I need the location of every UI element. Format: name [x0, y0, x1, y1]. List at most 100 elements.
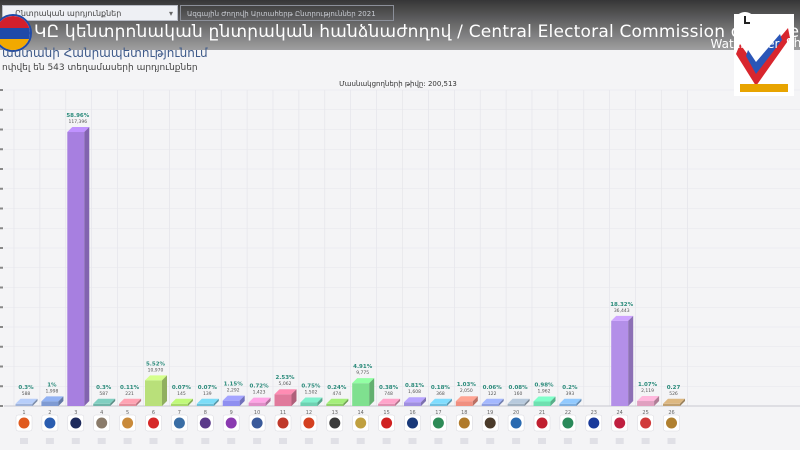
x-tick-label-10: 10: [254, 410, 260, 416]
party-logo-emblem-16: [407, 417, 418, 429]
dropdown-label: Ընտրական արդյունքներ: [15, 9, 122, 18]
party-logo-emblem-3: [70, 417, 82, 429]
party-logo-caption-17: [434, 438, 443, 444]
bar-pct-label-14: 4.91%: [353, 364, 373, 370]
bar-count-label-2: 1,998: [45, 388, 58, 394]
x-tick-label-26: 26: [668, 410, 674, 416]
party-logo-emblem-24: [614, 417, 626, 429]
bar-pct-label-17: 0.18%: [431, 385, 451, 391]
x-tick-label-23: 23: [591, 410, 597, 416]
bar-top-7: [170, 398, 193, 404]
party-logo-caption-21: [538, 438, 546, 444]
y-tick: [0, 108, 3, 111]
party-logo-caption-22: [563, 438, 572, 444]
bar-top-4: [93, 398, 116, 404]
x-tick-label-19: 19: [487, 410, 493, 416]
bar-side-13: [343, 398, 349, 406]
party-logo-caption-20: [512, 438, 521, 444]
party-logo-emblem-15: [381, 417, 393, 429]
region-heading: աստանի Հանրապետությունում: [2, 46, 208, 60]
x-tick-label-4: 4: [100, 410, 103, 416]
bar-pct-label-20: 0.08%: [509, 385, 529, 391]
party-logo-emblem-18: [458, 417, 470, 429]
party-logo-emblem-19: [484, 417, 496, 429]
bar-count-label-3: 117,396: [68, 119, 87, 125]
party-logo-caption-25: [641, 438, 650, 444]
bar-top-6: [145, 375, 167, 381]
watch-later-label: Watch later: [710, 37, 780, 51]
party-logo-emblem-20: [510, 417, 522, 429]
bar-8: [196, 403, 214, 406]
bar-count-label-22: 393: [566, 391, 575, 397]
bar-count-label-9: 2,292: [227, 388, 240, 394]
bar-side-2: [58, 396, 64, 406]
party-logo-caption-12: [304, 438, 313, 444]
bar-count-label-24: 36,443: [614, 308, 630, 314]
bar-count-label-5: 221: [125, 391, 134, 397]
party-logo-emblem-7: [173, 417, 185, 429]
bar-pct-label-26: 0.27: [667, 385, 681, 391]
party-logo-caption-2: [45, 438, 54, 444]
bar-pct-label-9: 1.15%: [224, 382, 244, 388]
bar-top-20: [507, 398, 530, 404]
y-tick: [0, 148, 3, 151]
party-logo-caption-18: [460, 438, 469, 444]
bar-side-1: [32, 398, 38, 406]
party-logo-emblem-2: [44, 417, 56, 429]
channel-avatar[interactable]: [0, 14, 32, 52]
bar-top-26: [663, 398, 685, 404]
bar-7: [170, 403, 188, 406]
bar-count-label-21: 1,962: [538, 388, 551, 394]
bar-side-16: [421, 397, 426, 406]
party-logo-emblem-5: [122, 417, 134, 429]
bar-pct-label-3: 58.96%: [66, 113, 89, 119]
share-button[interactable]: Sh: [786, 36, 800, 50]
party-logo-emblem-25: [640, 417, 652, 429]
party-logo-caption-3: [71, 438, 80, 444]
bar-21: [533, 401, 551, 406]
bar-side-10: [265, 397, 271, 406]
election-filter[interactable]: Ազգային Ժողովի Արտահերթ Ընտրություններ 2…: [180, 5, 394, 21]
party-logo-caption-14: [356, 438, 365, 444]
bar-count-label-20: 160: [514, 391, 523, 397]
x-tick-label-11: 11: [280, 410, 286, 416]
x-tick-label-6: 6: [152, 410, 155, 416]
bar-top-19: [481, 398, 504, 404]
party-logo-caption-7: [175, 438, 184, 444]
y-tick: [0, 345, 3, 348]
bar-top-24: [611, 315, 634, 321]
bar-side-26: [680, 398, 685, 406]
bar-top-25: [637, 396, 660, 402]
bar-6: [145, 380, 162, 406]
party-logo-emblem-10: [251, 417, 263, 429]
bar-19: [481, 403, 499, 406]
x-tick-label-16: 16: [409, 410, 415, 416]
bar-9: [222, 400, 240, 406]
bar-count-label-18: 2,050: [460, 388, 473, 394]
bar-count-label-16: 1,608: [408, 389, 421, 395]
bar-count-label-12: 1,502: [304, 390, 317, 396]
video-title[interactable]: ԿԸ կենտրոնական ընտրական հանձնաժողով / Ce…: [34, 22, 800, 42]
bar-count-label-26: 526: [669, 391, 678, 397]
video-top-bar: Ընտրական արդյունքներ ▾ Ազգային Ժողովի Ար…: [0, 0, 800, 52]
bar-pct-label-4: 0.3%: [96, 385, 112, 391]
bar-side-22: [576, 398, 582, 406]
bar-side-14: [369, 378, 375, 406]
party-logo-caption-9: [227, 438, 236, 444]
results-dropdown[interactable]: Ընտրական արդյունքներ ▾: [2, 5, 178, 21]
bar-25: [637, 401, 655, 406]
x-tick-label-9: 9: [230, 410, 233, 416]
bar-count-label-8: 139: [203, 391, 212, 397]
bar-3: [67, 132, 85, 407]
bar-side-12: [317, 397, 323, 406]
bar-side-17: [446, 398, 452, 406]
bar-14: [352, 383, 370, 406]
x-tick-label-5: 5: [126, 410, 129, 416]
precincts-subheading: ոփվել են 543 տեղամասերի արդյունքներ: [2, 63, 198, 73]
x-tick-label-18: 18: [461, 410, 467, 416]
bar-count-label-25: 2,119: [641, 388, 654, 394]
bar-count-label-4: 587: [99, 391, 108, 397]
watch-later-button[interactable]: Watch later: [704, 10, 786, 51]
bar-pct-label-10: 0.72%: [250, 384, 270, 390]
